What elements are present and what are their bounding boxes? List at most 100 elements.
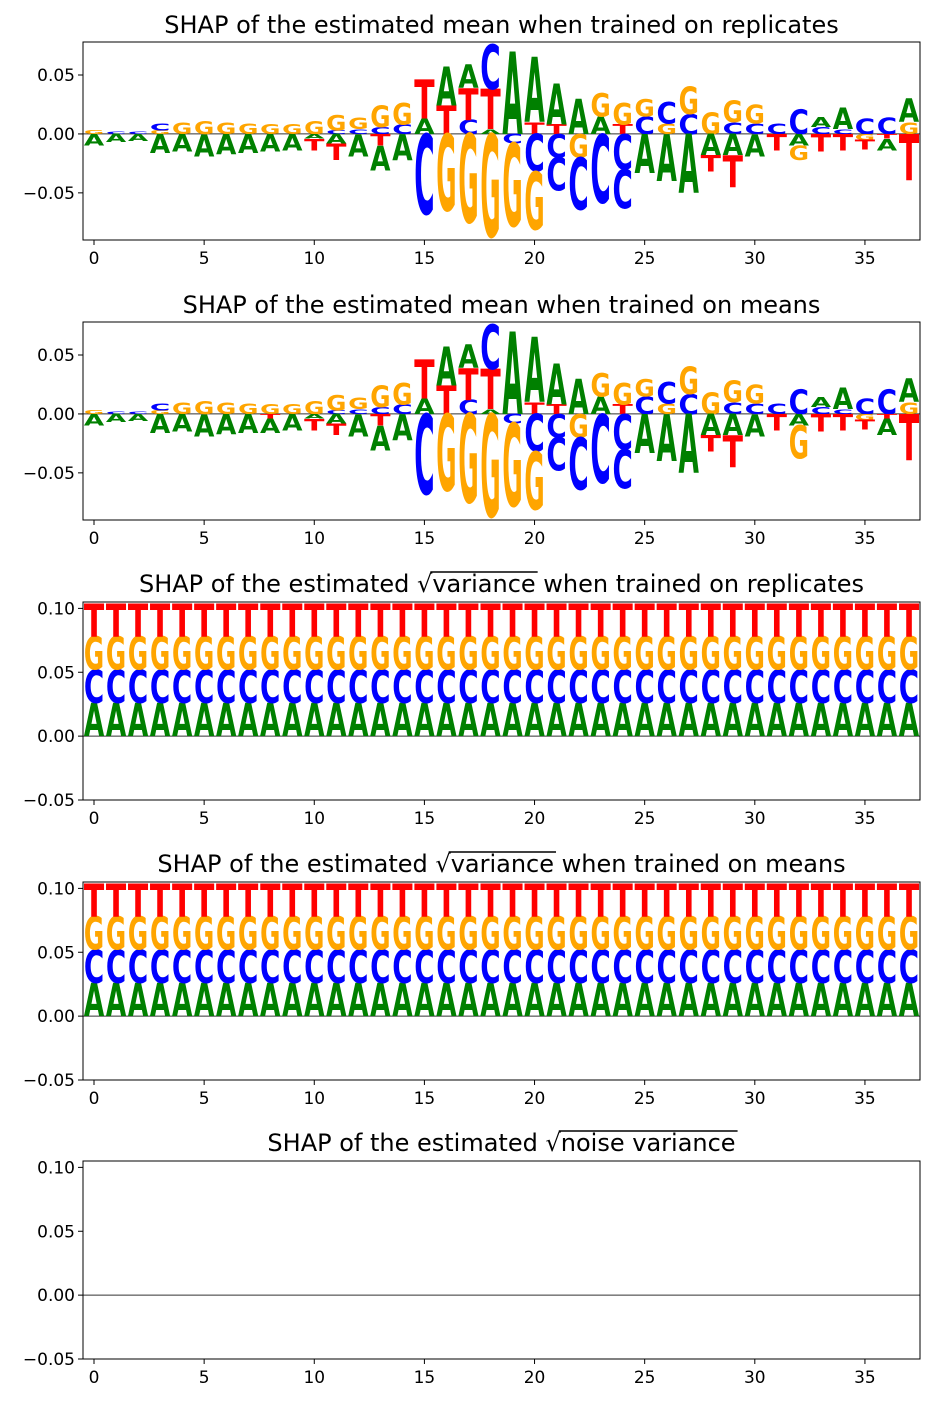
panel-4-pos-10-letter-T: T — [304, 875, 325, 928]
panel-2-ytick-label: −0.05 — [23, 464, 75, 484]
panel-3-pos-34-letter-C: C — [833, 661, 853, 714]
panel-4-pos-1-letter-T: T — [106, 875, 127, 928]
panel-3-pos-13-letter-G: G — [370, 627, 390, 680]
panel-3-pos-11-letter-C: C — [326, 661, 346, 714]
panel-2-xtick-label: 35 — [854, 529, 876, 549]
panel-1-xtick-label: 0 — [89, 249, 100, 269]
panel-4-pos-3-letter-G: G — [150, 907, 170, 960]
panel-4-pos-24-letter-C: C — [612, 941, 632, 994]
panel-1-pos-24-letter-C-neg: C — [612, 161, 632, 222]
panel-3-pos-4-letter-C: C — [172, 661, 192, 714]
panel-3-pos-0-letter-A: A — [84, 695, 105, 748]
panel-1-pos-25-letter-C: C — [634, 113, 654, 141]
panel-4-ytick-label: 0.10 — [37, 879, 75, 899]
panel-2-pos-7-letter-G: G — [238, 400, 258, 417]
panel-3-pos-8-letter-T: T — [260, 595, 281, 648]
panel-3-pos-14-letter-A: A — [392, 695, 413, 748]
panel-2-pos-18-letter-A: A — [480, 408, 501, 416]
panel-3-xtick-label: 5 — [199, 809, 210, 829]
panel-4-pos-3-letter-C: C — [150, 941, 170, 994]
panel-4-pos-22-letter-A: A — [568, 975, 589, 1028]
panel-3-pos-15-letter-G: G — [414, 627, 434, 680]
panel-3-pos-36-letter-C: C — [877, 661, 897, 714]
panel-4-pos-34-letter-A: A — [833, 975, 854, 1028]
panel-2-pos-36-letter-C: C — [877, 383, 897, 422]
panel-3-xtick-label: 25 — [634, 809, 656, 829]
panel-4-pos-11-letter-G: G — [326, 907, 346, 960]
panel-3-pos-26-letter-C: C — [657, 661, 677, 714]
panel-2-pos-25-letter-C: C — [634, 393, 654, 421]
panel-4-pos-12-letter-T: T — [348, 875, 369, 928]
panel-1-pos-23-letter-G: G — [590, 86, 610, 124]
panel-1-xtick-label: 25 — [634, 249, 656, 269]
panel-3-pos-35-letter-G: G — [855, 627, 875, 680]
panel-5-ytick-label: −0.05 — [23, 1350, 75, 1370]
panel-4-pos-7-letter-C: C — [238, 941, 258, 994]
panel-4-pos-14-letter-T: T — [392, 875, 413, 928]
panel-5-xtick-label: 35 — [854, 1368, 876, 1388]
panel-1-pos-16-letter-T: T — [436, 99, 457, 144]
panel-1-pos-35-letter-G-neg: G — [855, 133, 875, 142]
panel-1-pos-24-letter-C-neg: C — [612, 125, 632, 181]
panel-1-pos-12-letter-A-neg: A — [348, 127, 368, 163]
panel-1-pos-23-letter-A: A — [590, 112, 611, 140]
panel-3-pos-15-letter-A: A — [414, 695, 435, 748]
panel-4-pos-13-letter-C: C — [370, 941, 390, 994]
panel-2-pos-12-letter-C: C — [348, 408, 368, 416]
panel-1-pos-23-letter-C-neg: C — [590, 117, 610, 225]
panel-2-pos-14-letter-C: C — [392, 403, 412, 418]
panel-4-pos-17-letter-C: C — [458, 941, 478, 994]
panel-3-pos-10-letter-C: C — [304, 661, 324, 714]
panel-2-pos-30-letter-G: G — [745, 380, 765, 410]
panel-2-pos-23-letter-A: A — [590, 392, 611, 420]
panel-4-pos-12-letter-C: C — [348, 941, 368, 994]
panel-4-pos-5-letter-A: A — [194, 975, 215, 1028]
panel-3-pos-5-letter-C: C — [194, 661, 214, 714]
panel-3-pos-33-letter-T: T — [811, 595, 832, 648]
panel-3-pos-7-letter-G: G — [238, 627, 258, 680]
panel-4-pos-21-letter-G: G — [546, 907, 566, 960]
panel-3-pos-36-letter-T: T — [877, 595, 898, 648]
panel-5: 0.10 0.05 0.00 −0.05 0 5 10 15 20 25 30 35 SHAP of t… — [23, 1129, 921, 1388]
panel-4-pos-11-letter-A: A — [326, 975, 347, 1028]
panel-2-pos-22-letter-C-neg: C — [568, 423, 588, 506]
panel-1-pos-34-letter-A: A — [833, 102, 854, 137]
panel-4-pos-14-letter-G: G — [392, 907, 412, 960]
panel-2-pos-11-letter-G: G — [326, 392, 346, 416]
panel-2-pos-37-letter-T-neg: T — [899, 401, 920, 475]
panel-4: ACGTACGTACGTACGTACGTACGTACGTACGTACGTACGT… — [23, 850, 921, 1109]
panel-3-pos-1-letter-A: A — [106, 695, 127, 748]
panel-1-pos-27-letter-G: G — [679, 81, 699, 123]
panel-2-pos-12-letter-A-neg: A — [348, 407, 368, 443]
panel-4-pos-24-letter-G: G — [612, 907, 632, 960]
panel-1-xtick-label: 30 — [744, 249, 766, 269]
panel-3-pos-12-letter-T: T — [348, 595, 369, 648]
panel-1-pos-34-letter-T-neg: T — [833, 130, 853, 156]
panel-4-pos-5-letter-T: T — [194, 875, 215, 928]
panel-1-pos-24-letter-T: T — [612, 123, 633, 138]
panel-4-pos-2-letter-T: T — [128, 875, 149, 928]
panel-1-pos-11-letter-C: C — [326, 130, 346, 136]
panel-1-pos-2-letter-C: C — [128, 131, 148, 135]
panel-2-pos-2-letter-A-neg: A — [128, 412, 149, 423]
panel-1-pos-32-letter-A-neg: A — [789, 132, 809, 150]
panel-1-pos-28-letter-A-neg: A — [701, 128, 722, 163]
panel-2-xtick-label: 10 — [303, 529, 325, 549]
panel-4-pos-12-letter-G: G — [348, 907, 368, 960]
panel-2-axes-frame — [82, 321, 921, 521]
panel-4-pos-35-letter-G: G — [855, 907, 875, 960]
panel-1-pos-13-letter-C: C — [370, 125, 390, 136]
panel-3-pos-31-letter-C: C — [767, 661, 787, 714]
panel-3-pos-18-letter-C: C — [480, 661, 500, 714]
panel-4-pos-25-letter-A: A — [634, 975, 655, 1028]
panel-4-pos-18-letter-T: T — [480, 875, 501, 928]
panel-1-pos-29-letter-C: C — [723, 120, 743, 138]
panel-4-pos-33-letter-C: C — [811, 941, 831, 994]
panel-3-title-sqrt-sign: √ — [417, 570, 433, 598]
panel-2-pos-21-letter-T: T — [546, 403, 567, 418]
panel-3-title-suffix: when trained on replicates — [536, 570, 864, 598]
panel-4-pos-19-letter-G: G — [502, 907, 522, 960]
panel-3-pos-28-letter-A: A — [701, 695, 722, 748]
panel-1-pos-17-letter-G-neg: G — [458, 110, 478, 251]
panel-4-pos-7-letter-T: T — [238, 875, 259, 928]
